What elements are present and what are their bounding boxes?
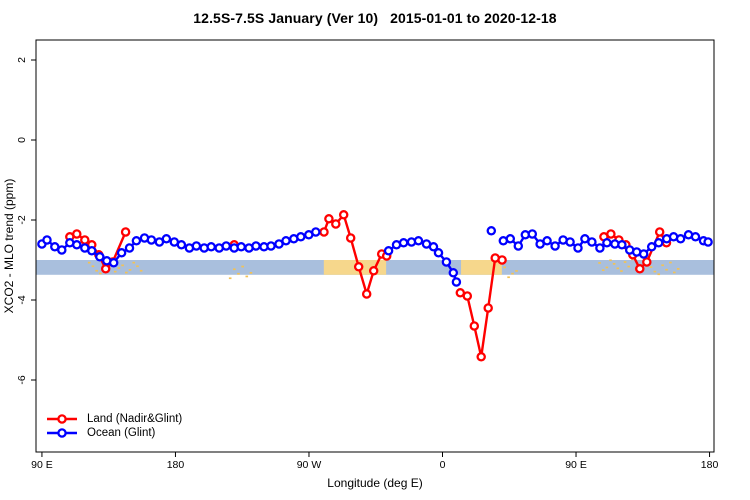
ocean-data-point [550, 241, 560, 251]
land-data-point [324, 214, 334, 224]
ocean-data-point [281, 236, 291, 246]
ocean-data-point [653, 238, 664, 248]
ocean-data-point [573, 243, 583, 253]
ocean-data-point [646, 242, 657, 252]
ocean-data-point [95, 252, 105, 262]
ocean-data-point [42, 235, 52, 245]
land-data-point [469, 321, 480, 331]
y-tick-label: -6 [16, 375, 28, 384]
ocean-data-point [191, 241, 202, 251]
x-tick-label: 90 W [297, 459, 322, 471]
legend-line-marker-icon [47, 414, 77, 424]
legend-label: Ocean (Glint) [87, 426, 156, 439]
ocean-data-point [602, 238, 612, 248]
x-tick-label: 0 [440, 459, 446, 471]
land-data-point [462, 291, 473, 301]
y-axis-label: XCO2 - MLO trend (ppm) [2, 178, 16, 314]
ocean-data-point [448, 268, 459, 278]
y-axis: 2 0 -2 -4 -6 [16, 57, 36, 385]
ocean-data-point [161, 234, 172, 244]
land-data-point [635, 264, 645, 274]
y-tick-label: -2 [16, 215, 28, 224]
y-tick-label: 0 [16, 137, 28, 143]
ocean-data-point [221, 241, 231, 251]
ocean-data-point [703, 237, 713, 247]
ocean-data-point [675, 234, 686, 244]
ocean-data-point [57, 245, 67, 255]
legend-item-ocean: Ocean (Glint) [46, 426, 182, 440]
plot-border [35, 39, 715, 453]
ocean-series [37, 226, 713, 287]
chart-legend: Land (Nadir&Glint) Ocean (Glint) [46, 412, 182, 440]
ocean-data-point [383, 246, 394, 256]
ocean-data-point [266, 241, 276, 251]
land-data-point [476, 352, 486, 362]
land-data-point [654, 227, 665, 237]
ocean-data-point [124, 243, 135, 253]
land-data-point [642, 257, 652, 267]
ocean-data-point [428, 242, 439, 252]
ocean-data-point [542, 236, 552, 246]
y-tick-label: 2 [16, 57, 28, 63]
ocean-data-point [433, 248, 444, 258]
ocean-data-point [413, 236, 424, 246]
ocean-data-point [116, 248, 127, 258]
ocean-data-point [251, 241, 261, 251]
x-axis: 90 E 180 90 W 0 90 E 180 [31, 452, 718, 471]
land-data-point [80, 235, 90, 245]
land-data-point [338, 210, 349, 220]
land-data-point [606, 229, 616, 239]
ocean-data-point [72, 240, 82, 250]
ocean-data-point [236, 242, 246, 252]
legend-label: Land (Nadir&Glint) [87, 412, 183, 425]
land-data-point [361, 289, 372, 299]
ocean-data-point [311, 227, 321, 237]
x-axis-label: Longitude (deg E) [327, 476, 423, 490]
ocean-data-point [505, 234, 516, 244]
ocean-data-point [398, 238, 409, 248]
legend-item-land: Land (Nadir&Glint) [46, 412, 182, 426]
ocean-data-point [617, 240, 627, 250]
x-tick-label: 180 [701, 459, 719, 471]
land-data-point [120, 227, 131, 237]
ocean-data-point [176, 240, 187, 250]
chart-title: 12.5S-7.5S January (Ver 10) 2015-01-01 t… [193, 10, 557, 26]
ocean-data-point [587, 237, 597, 247]
ocean-data-point [451, 277, 462, 287]
land-data-point [345, 233, 356, 243]
x-tick-label: 180 [167, 459, 185, 471]
ocean-data-point [108, 258, 119, 268]
ocean-data-point [638, 249, 649, 259]
ocean-data-point [131, 236, 142, 246]
land-data-point [483, 303, 493, 313]
legend-line-marker-icon [47, 428, 77, 438]
land-data-point [319, 227, 329, 237]
land-data-point [368, 266, 379, 276]
land-data-point [331, 219, 341, 229]
ocean-data-point [513, 241, 524, 251]
ocean-data-point [486, 226, 497, 236]
ocean-data-point [595, 243, 605, 253]
ocean-data-point [690, 232, 701, 242]
ocean-data-point [146, 235, 157, 245]
x-tick-label: 90 E [565, 459, 587, 471]
x-tick-label: 90 E [31, 459, 53, 471]
ocean-data-point [206, 242, 216, 252]
land-data-point [353, 262, 364, 272]
ocean-data-point [441, 257, 452, 267]
ocean-data-point [565, 237, 575, 247]
land-data-point [72, 229, 82, 239]
ocean-data-point [296, 232, 306, 242]
land-series [65, 210, 672, 362]
ocean-data-point [87, 246, 97, 256]
land-reference-band [461, 260, 502, 275]
land-data-point [100, 264, 111, 274]
ocean-data-point [527, 229, 538, 239]
land-data-point [497, 255, 507, 265]
y-tick-label: -4 [16, 295, 28, 304]
